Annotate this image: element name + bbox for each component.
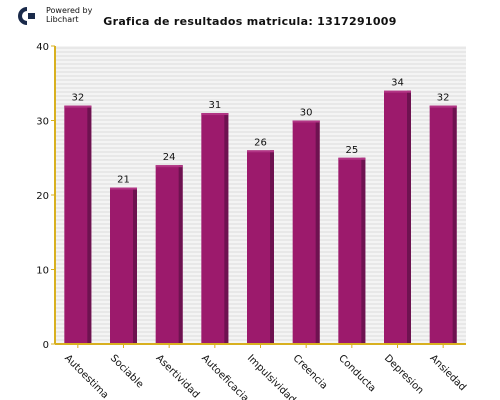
data-label: 21 xyxy=(117,175,130,186)
bar-shade xyxy=(361,157,366,344)
x-tick-label: Depresion xyxy=(382,353,426,397)
data-label: 26 xyxy=(254,137,267,148)
bar-shade xyxy=(87,105,92,344)
y-tick-label: 30 xyxy=(36,117,49,128)
x-tick-label: Impulsividad xyxy=(245,353,298,400)
y-tick-label: 0 xyxy=(43,340,49,351)
libchart-logo-icon xyxy=(18,7,35,25)
bar-top xyxy=(338,157,366,160)
bar-top xyxy=(201,113,229,116)
x-tick-label: Creencia xyxy=(291,353,330,392)
bar xyxy=(429,105,457,344)
bar-top xyxy=(247,150,274,153)
plot-area: 32 Autoestima 21 Sociable 24 Asertividad 31 Aut… xyxy=(36,42,468,400)
bar xyxy=(64,105,92,344)
bar-shade xyxy=(270,150,274,344)
bar-top xyxy=(110,187,137,190)
y-tick-label: 40 xyxy=(36,42,49,53)
bar-shade xyxy=(315,120,320,344)
logo-powered-by-text: Powered by xyxy=(46,6,93,15)
bar xyxy=(201,113,229,344)
bar-shade xyxy=(133,187,137,344)
bar xyxy=(338,157,366,344)
bar-shade xyxy=(407,90,411,344)
bar xyxy=(247,150,274,344)
chart-title: Grafica de resultados matricula: 1317291… xyxy=(103,15,397,28)
bar-top xyxy=(384,90,411,93)
libchart-logo: Powered by Libchart xyxy=(14,4,104,28)
y-tick-label: 10 xyxy=(36,266,49,277)
data-label: 31 xyxy=(208,100,221,111)
x-tick-label: Asertividad xyxy=(154,353,202,400)
bar xyxy=(384,90,411,344)
data-label: 30 xyxy=(300,108,313,119)
bar xyxy=(110,187,137,344)
bar xyxy=(155,165,183,344)
data-label: 34 xyxy=(391,78,404,89)
x-tick-label: Ansiedad xyxy=(428,353,468,393)
bar-shade xyxy=(452,105,457,344)
data-label: 32 xyxy=(71,93,84,104)
bar-top xyxy=(429,105,457,108)
bar-top xyxy=(292,120,320,123)
bar-shade xyxy=(224,113,229,344)
bar-shade xyxy=(178,165,183,344)
data-label: 32 xyxy=(437,93,450,104)
bar-top xyxy=(64,105,92,108)
logo-libchart-text: Libchart xyxy=(46,15,79,24)
x-tick-label: Sociable xyxy=(108,353,146,391)
bar xyxy=(292,120,320,344)
bar-top xyxy=(155,165,183,168)
data-label: 25 xyxy=(345,145,358,156)
data-label: 24 xyxy=(163,152,176,163)
y-tick-label: 20 xyxy=(36,191,49,202)
x-tick-label: Autoeficacia xyxy=(199,353,250,400)
x-tick-label: Autoestima xyxy=(62,353,110,400)
x-tick-label: Conducta xyxy=(336,353,377,394)
